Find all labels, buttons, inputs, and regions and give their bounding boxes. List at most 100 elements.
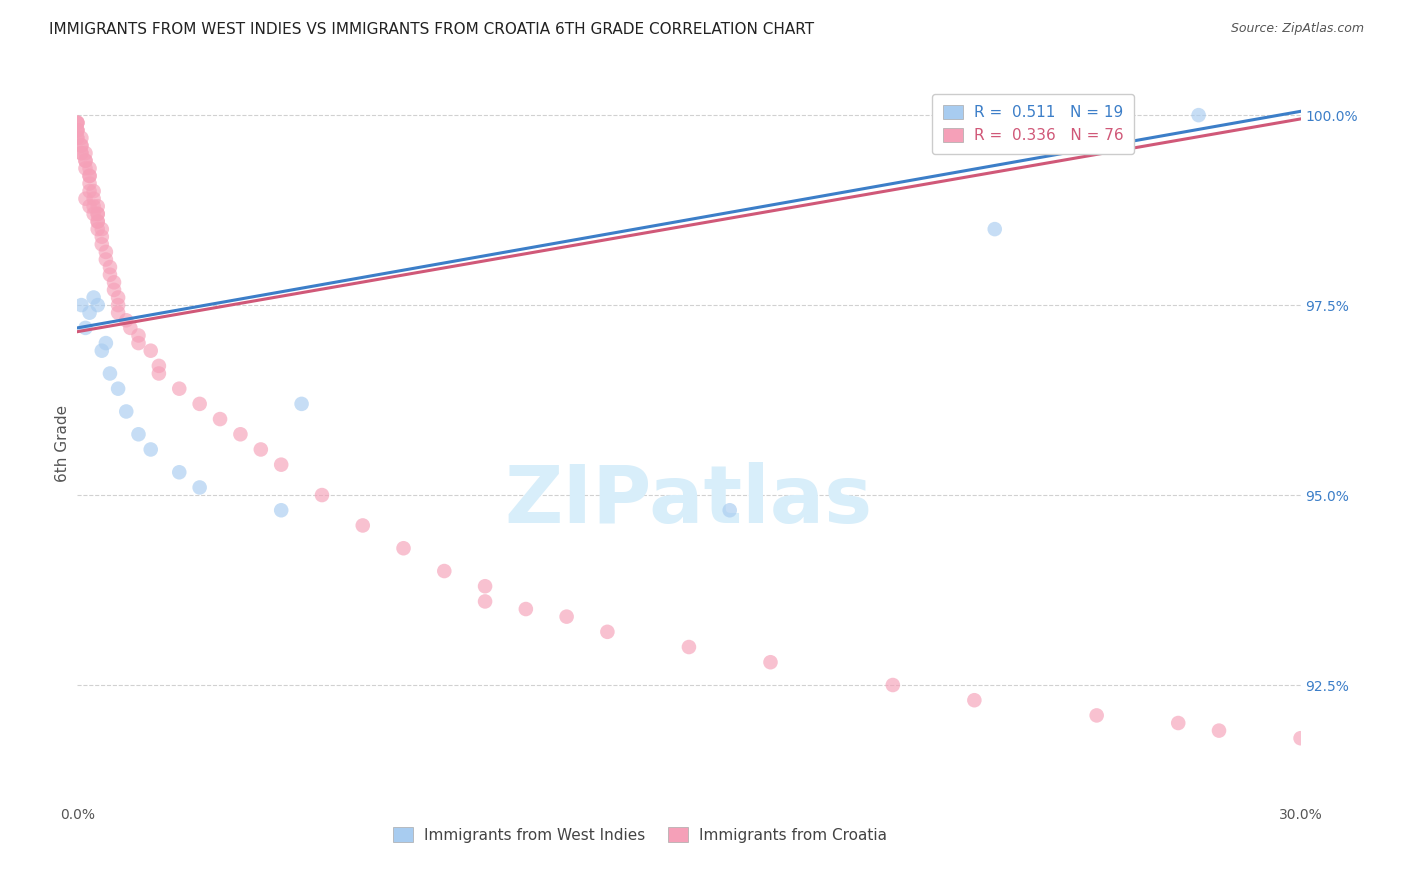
Point bbox=[759, 655, 782, 669]
Point bbox=[107, 382, 129, 396]
Point bbox=[90, 237, 112, 252]
Point bbox=[290, 397, 312, 411]
Point bbox=[596, 624, 619, 639]
Point bbox=[1208, 723, 1230, 738]
Point bbox=[1187, 108, 1209, 122]
Point bbox=[83, 291, 105, 305]
Point bbox=[87, 214, 110, 228]
Point bbox=[75, 321, 97, 335]
Point bbox=[169, 465, 191, 479]
Point bbox=[66, 116, 89, 130]
Point bbox=[79, 306, 101, 320]
Point bbox=[70, 131, 93, 145]
Point bbox=[79, 199, 101, 213]
Point bbox=[66, 116, 89, 130]
Point bbox=[188, 480, 211, 494]
Point bbox=[115, 313, 138, 327]
Point bbox=[678, 640, 700, 654]
Point bbox=[352, 518, 374, 533]
Point bbox=[66, 123, 89, 137]
Point bbox=[1085, 708, 1108, 723]
Point bbox=[75, 153, 97, 168]
Point bbox=[718, 503, 741, 517]
Text: Source: ZipAtlas.com: Source: ZipAtlas.com bbox=[1230, 22, 1364, 36]
Point bbox=[75, 161, 97, 176]
Point bbox=[229, 427, 252, 442]
Point bbox=[311, 488, 333, 502]
Point bbox=[1167, 716, 1189, 731]
Point bbox=[83, 207, 105, 221]
Point bbox=[87, 207, 110, 221]
Point bbox=[66, 116, 89, 130]
Point bbox=[87, 199, 110, 213]
Point bbox=[433, 564, 456, 578]
Point bbox=[963, 693, 986, 707]
Point bbox=[392, 541, 415, 556]
Point bbox=[79, 177, 101, 191]
Point bbox=[70, 298, 93, 312]
Point bbox=[127, 328, 149, 343]
Point bbox=[75, 192, 97, 206]
Point bbox=[90, 343, 112, 358]
Point bbox=[169, 382, 191, 396]
Point bbox=[94, 244, 117, 259]
Point bbox=[66, 131, 89, 145]
Point bbox=[120, 321, 142, 335]
Point bbox=[115, 404, 138, 418]
Point bbox=[90, 229, 112, 244]
Text: ZIPatlas: ZIPatlas bbox=[505, 462, 873, 541]
Point bbox=[474, 594, 496, 608]
Point bbox=[103, 283, 125, 297]
Point bbox=[127, 336, 149, 351]
Point bbox=[83, 192, 105, 206]
Point bbox=[555, 609, 578, 624]
Point bbox=[66, 131, 89, 145]
Point bbox=[1289, 731, 1312, 746]
Point bbox=[188, 397, 211, 411]
Point bbox=[70, 138, 93, 153]
Point bbox=[270, 503, 292, 517]
Point bbox=[79, 169, 101, 183]
Point bbox=[70, 146, 93, 161]
Point bbox=[98, 260, 121, 274]
Point bbox=[139, 442, 162, 457]
Point bbox=[87, 214, 110, 228]
Point bbox=[208, 412, 231, 426]
Legend: Immigrants from West Indies, Immigrants from Croatia: Immigrants from West Indies, Immigrants … bbox=[387, 822, 893, 849]
Point bbox=[83, 199, 105, 213]
Point bbox=[87, 222, 110, 236]
Point bbox=[87, 298, 110, 312]
Point bbox=[75, 153, 97, 168]
Point bbox=[139, 343, 162, 358]
Point bbox=[107, 298, 129, 312]
Point bbox=[70, 146, 93, 161]
Point bbox=[107, 306, 129, 320]
Point bbox=[107, 291, 129, 305]
Point bbox=[270, 458, 292, 472]
Point bbox=[79, 161, 101, 176]
Point bbox=[94, 252, 117, 267]
Point bbox=[148, 367, 170, 381]
Point bbox=[98, 367, 121, 381]
Point bbox=[79, 184, 101, 198]
Point bbox=[127, 427, 149, 442]
Point bbox=[70, 138, 93, 153]
Point bbox=[148, 359, 170, 373]
Point bbox=[79, 169, 101, 183]
Point bbox=[98, 268, 121, 282]
Point bbox=[90, 222, 112, 236]
Point bbox=[75, 146, 97, 161]
Point bbox=[94, 336, 117, 351]
Y-axis label: 6th Grade: 6th Grade bbox=[55, 405, 70, 483]
Point bbox=[474, 579, 496, 593]
Point bbox=[87, 207, 110, 221]
Text: IMMIGRANTS FROM WEST INDIES VS IMMIGRANTS FROM CROATIA 6TH GRADE CORRELATION CHA: IMMIGRANTS FROM WEST INDIES VS IMMIGRANT… bbox=[49, 22, 814, 37]
Point bbox=[83, 184, 105, 198]
Point bbox=[250, 442, 273, 457]
Point bbox=[882, 678, 904, 692]
Point bbox=[984, 222, 1007, 236]
Point bbox=[66, 123, 89, 137]
Point bbox=[66, 123, 89, 137]
Point bbox=[103, 275, 125, 289]
Point bbox=[515, 602, 537, 616]
